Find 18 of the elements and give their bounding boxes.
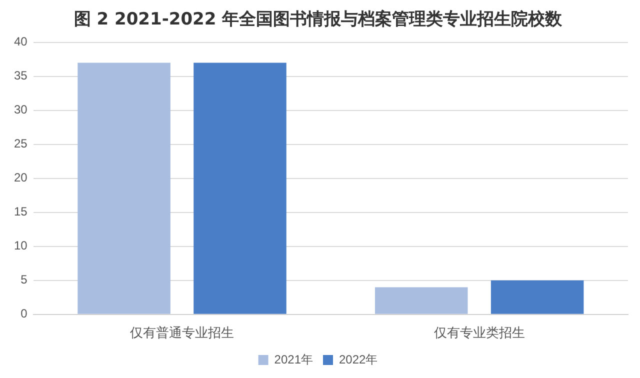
y-tick-label: 10	[14, 238, 28, 253]
legend-label: 2021年	[274, 352, 314, 366]
y-tick-label: 40	[14, 34, 28, 49]
bar	[78, 62, 170, 314]
y-tick-label: 25	[14, 136, 28, 151]
chart-title: 图 2 2021-2022 年全国图书情报与档案管理类专业招生院校数	[74, 8, 564, 30]
y-tick-label: 15	[14, 204, 28, 219]
legend-label: 2022年	[339, 352, 378, 366]
bar	[374, 287, 468, 314]
y-tick-label: 30	[14, 102, 28, 117]
bar	[194, 62, 286, 314]
bar	[490, 280, 584, 314]
y-tick-label: 5	[20, 272, 28, 287]
y-tick-label: 20	[14, 170, 28, 185]
x-tick-label: 仅有普通专业招生	[130, 324, 234, 340]
y-tick-label: 35	[14, 68, 28, 83]
x-tick-label: 仅有专业类招生	[434, 324, 525, 340]
y-tick-label: 0	[20, 306, 28, 321]
